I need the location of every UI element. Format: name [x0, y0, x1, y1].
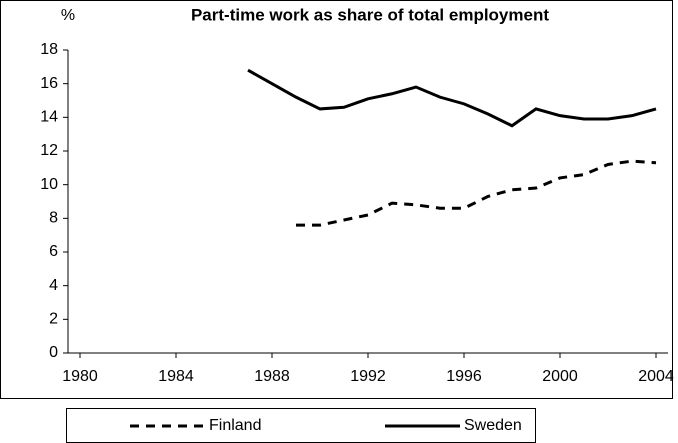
x-tick-label: 2000 [542, 368, 578, 385]
series-line [296, 159, 657, 227]
y-tick-label: 4 [49, 277, 58, 294]
legend-label: Sweden [464, 417, 522, 434]
chart-frame [0, 0, 673, 399]
y-tick-label: 12 [40, 142, 58, 159]
y-tick-label: 0 [49, 344, 58, 361]
x-tick-label: 1984 [158, 368, 194, 385]
x-tick-label: 1996 [446, 368, 482, 385]
y-axis-label: % [61, 7, 75, 24]
y-tick-label: 2 [49, 311, 58, 328]
legend-label: Finland [209, 417, 261, 434]
series-line [247, 68, 657, 128]
y-tick-label: 18 [40, 41, 58, 58]
y-tick-label: 10 [40, 176, 58, 193]
x-tick-label: 1992 [350, 368, 386, 385]
chart-title: Part-time work as share of total employm… [191, 5, 549, 24]
x-tick-label: 1988 [254, 368, 290, 385]
x-tick-label: 1980 [62, 368, 98, 385]
x-tick-label: 2004 [638, 368, 674, 385]
y-tick-label: 8 [49, 210, 58, 227]
y-tick-label: 16 [40, 75, 58, 92]
y-tick-label: 6 [49, 243, 58, 260]
y-tick-label: 14 [40, 109, 58, 126]
